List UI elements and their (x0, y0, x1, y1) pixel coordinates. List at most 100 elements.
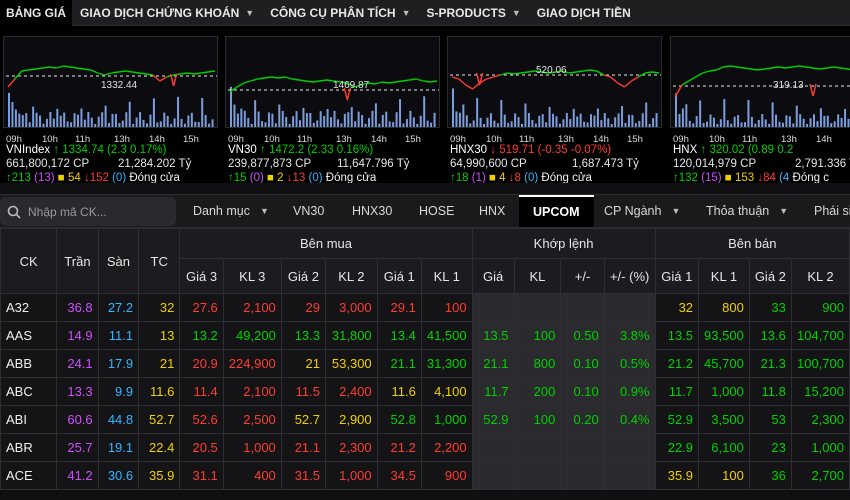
bid-price-2[interactable]: 29 (280, 293, 327, 322)
stock-code[interactable]: AAS (0, 321, 58, 350)
volume-bar (809, 118, 812, 127)
stock-code-search-input[interactable] (28, 204, 168, 219)
nav-bang-gia[interactable]: BẢNG GIÁ (0, 0, 72, 26)
bid-price-1[interactable]: 13.4 (376, 321, 422, 350)
bid-price-2[interactable]: 21.1 (280, 433, 327, 462)
tab-upcom[interactable]: UPCOM (519, 195, 594, 227)
bid-price-1[interactable]: 21.1 (376, 349, 422, 378)
tab-cp-nganh[interactable]: CP Ngành ▼ (604, 195, 680, 227)
table-row[interactable]: ACE 41.2 30.6 35.9 31.1 400 31.5 1,000 34.5 900 35… (0, 461, 850, 490)
price-line-segment (194, 72, 202, 75)
bid-price-3[interactable]: 27.6 (179, 293, 224, 322)
stock-code[interactable]: A32 (0, 293, 58, 322)
bid-price-3[interactable]: 20.5 (179, 433, 224, 462)
tab-danh-muc[interactable]: Danh mục ▼ (193, 195, 269, 227)
ask-price-2[interactable]: 13.6 (748, 321, 792, 350)
price-line-segment (264, 76, 272, 79)
header-change-pct[interactable]: +/- (%) (603, 258, 656, 294)
tab-phai-sinh[interactable]: Phái si (814, 195, 850, 227)
tab-thoa-thuan[interactable]: Thỏa thuận ▼ (706, 195, 788, 227)
price-line-segment (180, 72, 188, 75)
header-bid-price-3[interactable]: Giá 3 (179, 258, 224, 294)
bid-price-1[interactable]: 21.2 (376, 433, 422, 462)
ask-price-2[interactable]: 21.3 (748, 349, 792, 378)
header-bid-vol-3[interactable]: KL 3 (222, 258, 282, 294)
advancers: 213 (11, 172, 31, 183)
stock-code[interactable]: ABB (0, 349, 58, 378)
search-box[interactable] (0, 197, 176, 226)
stock-code[interactable]: ABC (0, 377, 58, 406)
table-row[interactable]: ABC 13.3 9.9 11.6 11.4 2,100 11.5 2,400 11.6 4,10… (0, 377, 850, 406)
header-ceiling[interactable]: Trần (56, 228, 99, 294)
index-panel-hnx30[interactable]: 520.06 09h 10h 11h 13h 14h 15h HNX30 ↓ 519.71… (447, 36, 662, 183)
ask-price-1[interactable]: 35.9 (654, 461, 700, 490)
ask-price-1[interactable]: 22.9 (654, 433, 700, 462)
ask-price-2[interactable]: 23 (748, 433, 792, 462)
ask-price-1[interactable]: 21.2 (654, 349, 700, 378)
bid-price-2[interactable]: 21 (280, 349, 327, 378)
header-reference[interactable]: TC (138, 228, 181, 294)
bid-price-2[interactable]: 13.3 (280, 321, 327, 350)
stock-code[interactable]: ABR (0, 433, 58, 462)
stock-code[interactable]: ABI (0, 405, 58, 434)
ask-price-1[interactable]: 52.9 (654, 405, 700, 434)
bid-price-3[interactable]: 52.6 (179, 405, 224, 434)
ask-price-2[interactable]: 36 (748, 461, 792, 490)
price-line-segment (736, 66, 745, 69)
header-match-price[interactable]: Giá (471, 258, 515, 294)
header-ask-vol-2[interactable]: KL 2 (790, 258, 850, 294)
table-row[interactable]: AAS 14.9 11.1 13 13.2 49,200 13.3 31,800 13.4 41,… (0, 321, 850, 350)
nav-s-products[interactable]: S-PRODUCTS ▼ (418, 0, 528, 26)
bid-price-2[interactable]: 52.7 (280, 405, 327, 434)
bid-price-1[interactable]: 11.6 (376, 377, 422, 406)
nav-giao-dich-chung-khoan[interactable]: GIAO DỊCH CHỨNG KHOÁN ▼ (72, 0, 262, 26)
time-tick-label: 15h (405, 134, 421, 145)
bid-price-2[interactable]: 31.5 (280, 461, 327, 490)
header-change[interactable]: +/- (560, 258, 605, 294)
bid-price-2[interactable]: 11.5 (280, 377, 327, 406)
tab-hnx30[interactable]: HNX30 (352, 195, 392, 227)
header-floor[interactable]: Sàn (97, 228, 140, 294)
tab-vn30[interactable]: VN30 (293, 195, 324, 227)
header-ask-price-2[interactable]: Giá 2 (748, 258, 792, 294)
table-row[interactable]: ABR 25.7 19.1 22.4 20.5 1,000 21.1 2,300 21.2 2,2… (0, 433, 850, 462)
bid-volume-2: 1,000 (325, 461, 378, 490)
header-bid-price-1[interactable]: Giá 1 (376, 258, 422, 294)
table-row[interactable]: ABB 24.1 17.9 21 20.9 224,900 21 53,300 21.1 31,3… (0, 349, 850, 378)
volume-bar (764, 119, 767, 127)
volume-bar (180, 119, 183, 127)
header-ask-vol-1[interactable]: KL 1 (698, 258, 750, 294)
ask-price-2[interactable]: 53 (748, 405, 792, 434)
ask-price-1[interactable]: 11.7 (654, 377, 700, 406)
stock-code[interactable]: ACE (0, 461, 58, 490)
header-ck[interactable]: CK (0, 228, 58, 294)
bid-price-1[interactable]: 29.1 (376, 293, 422, 322)
price-line-segment (298, 79, 307, 82)
bid-price-3[interactable]: 11.4 (179, 377, 224, 406)
header-match-vol[interactable]: KL (513, 258, 562, 294)
bid-price-1[interactable]: 34.5 (376, 461, 422, 490)
price-line-segment (416, 78, 424, 82)
index-panel-vn30[interactable]: 1469.87 09h 10h 11h 13h 14h 15h VN30 ↑ 1472.2… (225, 36, 440, 183)
nav-giao-dich-tien[interactable]: GIAO DỊCH TIỀN (529, 0, 639, 26)
bid-price-3[interactable]: 20.9 (179, 349, 224, 378)
bid-price-3[interactable]: 13.2 (179, 321, 224, 350)
price-line-segment (207, 70, 216, 73)
tab-hose[interactable]: HOSE (419, 195, 454, 227)
table-row[interactable]: A32 36.8 27.2 32 27.6 2,100 29 3,000 29.1 100 32 80… (0, 293, 850, 322)
ask-price-2[interactable]: 11.8 (748, 377, 792, 406)
nav-cong-cu-phan-tich[interactable]: CÔNG CỤ PHÂN TÍCH ▼ (262, 0, 418, 26)
header-ask-price-1[interactable]: Giá 1 (654, 258, 700, 294)
tab-hnx[interactable]: HNX (479, 195, 505, 227)
table-row[interactable]: ABI 60.6 44.8 52.7 52.6 2,500 52.7 2,900 52.8 1,0… (0, 405, 850, 434)
index-panel-vnindex[interactable]: 1332.44 09h 10h 11h 13h 14h 15h VNIndex ↑ 133… (3, 36, 218, 183)
header-bid-price-2[interactable]: Giá 2 (280, 258, 327, 294)
bid-price-3[interactable]: 31.1 (179, 461, 224, 490)
ask-price-1[interactable]: 32 (654, 293, 700, 322)
ask-price-1[interactable]: 13.5 (654, 321, 700, 350)
header-bid-vol-2[interactable]: KL 2 (325, 258, 378, 294)
ask-price-2[interactable]: 33 (748, 293, 792, 322)
bid-price-1[interactable]: 52.8 (376, 405, 422, 434)
header-bid-vol-1[interactable]: KL 1 (420, 258, 473, 294)
